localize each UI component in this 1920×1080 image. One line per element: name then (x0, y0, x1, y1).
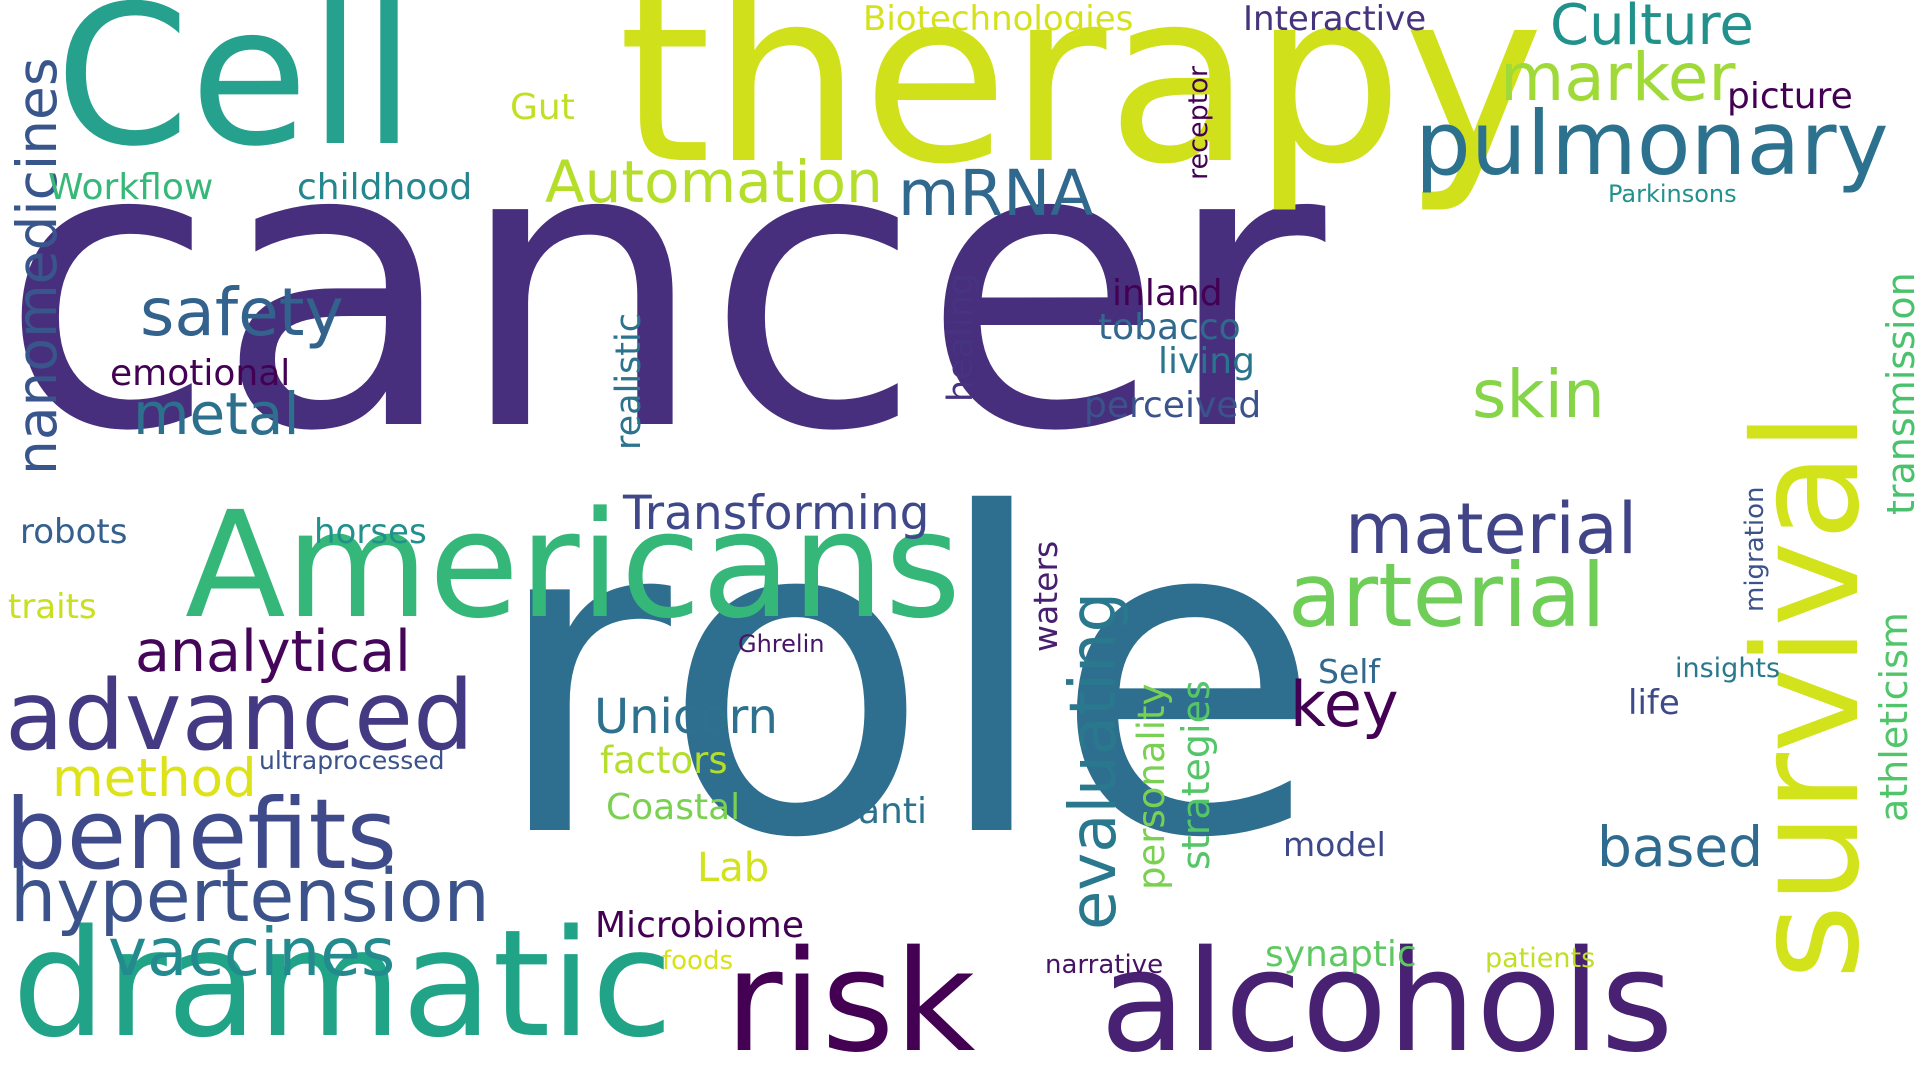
word-hypertension: hypertension (10, 854, 490, 939)
word-transforming: Transforming (623, 486, 930, 541)
word-ultraprocessed: ultraprocessed (259, 746, 445, 775)
word-method: method (52, 748, 257, 809)
word-benefits: benefits (5, 778, 398, 891)
word-mrna: mRNA (898, 157, 1094, 230)
word-realistic: realistic (609, 313, 649, 450)
word-personality: personality (1130, 683, 1173, 890)
word-role: role (490, 422, 1324, 934)
word-vaccines: vaccines (108, 914, 396, 991)
word-transmission: transmission (1879, 272, 1920, 515)
word-key: key (1290, 668, 1399, 741)
word-material: material (1345, 488, 1638, 570)
word-emotional: emotional (110, 353, 291, 394)
word-workflow: Workflow (48, 167, 214, 208)
word-horses: horses (314, 512, 427, 552)
word-ghrelin: Ghrelin (738, 630, 825, 658)
word-lab: Lab (697, 845, 770, 891)
word-living: living (1158, 341, 1255, 382)
word-perceived: perceived (1084, 385, 1262, 426)
word-synaptic: synaptic (1265, 934, 1417, 975)
word-interactive: Interactive (1243, 0, 1427, 39)
word-migration: migration (1740, 486, 1770, 612)
word-safety: safety (140, 274, 344, 351)
word-receptor: receptor (1183, 66, 1214, 180)
word-parkinsons: Parkinsons (1608, 180, 1737, 208)
word-skin: skin (1472, 356, 1605, 433)
word-based: based (1597, 815, 1764, 879)
word-therapy: therapy (618, 0, 1545, 217)
word-childhood: childhood (297, 167, 473, 208)
word-healing: healing (941, 272, 981, 402)
word-model: model (1283, 825, 1386, 864)
word-nanomedicines: nanomedicines (5, 57, 69, 475)
word-tobacco: tobacco (1098, 307, 1241, 348)
word-anti: anti (858, 791, 927, 832)
word-advanced: advanced (5, 660, 475, 772)
word-self: Self (1318, 652, 1381, 691)
word-picture: picture (1727, 76, 1853, 117)
word-metal: metal (133, 380, 300, 448)
word-factors: factors (600, 739, 728, 782)
word-narrative: narrative (1045, 950, 1164, 980)
word-athleticism: athleticism (1872, 612, 1916, 822)
word-pulmonary: pulmonary (1415, 92, 1889, 195)
word-risk: risk (725, 921, 976, 1080)
word-insights: insights (1675, 653, 1781, 684)
word-marker: marker (1500, 39, 1736, 116)
word-gut: Gut (510, 87, 575, 128)
word-biotechnologies: Biotechnologies (863, 0, 1134, 39)
word-cancer: cancer (0, 59, 1326, 517)
word-strategies: strategies (1174, 680, 1218, 870)
word-alcohols: alcohols (1100, 921, 1674, 1080)
word-waters: waters (1026, 540, 1065, 652)
word-microbiome: Microbiome (595, 905, 804, 946)
word-cell: Cell (55, 0, 416, 189)
word-inland: inland (1112, 273, 1223, 314)
word-arterial: arterial (1288, 544, 1606, 647)
word-foods: foods (662, 946, 734, 976)
word-coastal: Coastal (606, 787, 741, 828)
word-analytical: analytical (135, 619, 411, 685)
word-dramatic: dramatic (12, 898, 673, 1070)
word-evaluating: evaluating (1057, 591, 1131, 930)
word-automation: Automation (545, 148, 883, 216)
word-robots: robots (20, 512, 128, 552)
word-life: life (1628, 683, 1680, 723)
word-traits: traits (8, 587, 97, 627)
word-unicorn: Unicorn (594, 689, 778, 745)
word-americans: Americans (185, 480, 962, 651)
word-culture: Culture (1550, 0, 1754, 58)
word-patients: patients (1485, 943, 1596, 974)
